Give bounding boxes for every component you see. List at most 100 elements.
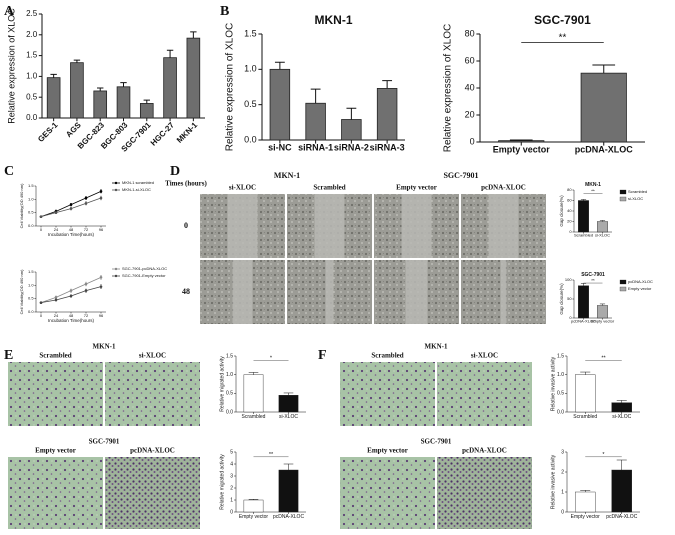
y-tick-label: 0.5	[28, 210, 34, 215]
wound-gap	[314, 194, 345, 258]
y-tick-label: 0.5	[244, 99, 257, 109]
column-label: Scrambled	[371, 352, 403, 360]
x-tick-label: pcDNA-XLOC	[575, 144, 633, 154]
y-tick-label: 1.0	[557, 372, 564, 378]
column-label: pcDNA-XLOC	[130, 447, 175, 455]
bar	[116, 86, 131, 119]
significance-label: **	[601, 355, 606, 361]
micrograph	[437, 457, 532, 529]
x-tick-label: Empty vector	[493, 144, 551, 154]
data-point	[84, 282, 88, 286]
panel-letter: F	[318, 348, 327, 363]
significance-label: **	[269, 452, 274, 458]
bar	[580, 72, 627, 143]
x-tick-label: pcDNA-XLOC	[606, 514, 638, 520]
y-tick-label: 60	[465, 55, 475, 65]
x-tick-label: Scrambled	[573, 414, 597, 420]
y-tick-label: 0.0	[28, 223, 34, 228]
bar	[163, 57, 177, 119]
micro-header: Times (hours)	[165, 180, 207, 188]
significance-label: *	[270, 355, 273, 361]
error-bar	[382, 80, 393, 89]
y-tick-label: 1	[230, 497, 233, 503]
x-tick-label: 96	[99, 313, 104, 318]
y-tick-label: 3	[230, 473, 233, 479]
y-tick-label: 1.5	[557, 353, 564, 359]
significance-label: *	[602, 452, 605, 458]
x-tick-label: si-XLOC	[279, 414, 298, 420]
y-tick-label: 20	[567, 219, 572, 224]
micrograph	[8, 362, 103, 426]
panel-letter: A	[4, 4, 15, 19]
legend-marker	[114, 267, 118, 271]
error-bar	[580, 199, 587, 201]
error-bar	[283, 463, 294, 470]
y-tick-label: 20	[465, 109, 475, 119]
y-tick-label: 60	[567, 198, 572, 203]
micrograph	[437, 362, 532, 426]
x-tick-label: Scrambled	[574, 233, 593, 238]
x-tick-label: Empty vector	[239, 514, 269, 520]
y-tick-label: 0	[569, 315, 572, 320]
bar	[611, 469, 632, 513]
data-point	[69, 203, 73, 206]
bar	[278, 469, 299, 513]
row-label: 0	[184, 221, 188, 230]
y-axis-label: Cell Viability(OD 490 nm)	[19, 269, 24, 314]
y-tick-label: 2.5	[26, 9, 38, 18]
x-tick-label: 72	[84, 227, 89, 232]
legend-marker	[114, 274, 118, 278]
bar	[376, 88, 398, 141]
bar	[269, 68, 291, 141]
x-tick-label: 24	[54, 227, 59, 232]
data-point	[99, 190, 103, 193]
y-tick-label: 0.5	[226, 391, 233, 397]
panel-letter: E	[4, 348, 13, 363]
y-tick-label: 0.0	[244, 134, 257, 144]
bar	[305, 102, 326, 141]
error-bar	[283, 392, 294, 396]
error-bar	[248, 372, 259, 375]
wound-gap	[500, 260, 507, 324]
y-tick-label: 0.0	[226, 409, 233, 415]
bar	[578, 285, 589, 319]
bar	[611, 402, 632, 413]
x-tick-label: pcDNA-XLOC	[571, 319, 596, 324]
y-tick-label: 1.0	[26, 72, 38, 81]
y-axis-label: Cell Viability(OD 490 nm)	[19, 183, 24, 228]
data-point	[99, 285, 103, 288]
significance-label: **	[559, 33, 567, 44]
bar	[93, 90, 108, 119]
column-label: Scrambled	[39, 352, 71, 360]
y-tick-label: 1.5	[28, 269, 34, 274]
error-bar	[580, 371, 591, 375]
x-tick-label: AGS	[64, 120, 83, 139]
error-bar	[616, 459, 627, 470]
legend-swatch	[619, 286, 627, 292]
bar	[597, 221, 608, 233]
error-bar	[616, 400, 627, 403]
legend-label: MKN-1-si-XLOC	[122, 187, 151, 192]
legend-marker	[114, 181, 118, 185]
y-axis-label: Relative expression of XLOC	[225, 23, 236, 151]
error-bar	[120, 82, 127, 87]
y-tick-label: 1.5	[26, 51, 38, 60]
data-point	[39, 301, 43, 304]
bar	[243, 499, 264, 513]
y-tick-label: 1.0	[226, 372, 233, 378]
column-label: Empty vector	[367, 447, 408, 455]
error-bar	[50, 73, 57, 78]
x-axis-label: Incubation Time(hours)	[48, 232, 95, 237]
x-axis-label: Incubation Time(hours)	[48, 318, 95, 323]
y-tick-label: 0.5	[28, 296, 34, 301]
group-label: MKN-1	[93, 343, 116, 351]
legend-label: pcDNA-XLOC	[628, 279, 653, 284]
y-axis-label: Relative invasive activity	[550, 454, 556, 509]
legend-swatch	[619, 196, 627, 202]
y-axis-label: Relative invasive activity	[550, 356, 556, 411]
group-label: SGC-7901	[421, 438, 452, 446]
bar	[46, 77, 61, 119]
y-tick-label: 2	[561, 469, 564, 475]
error-bar	[248, 499, 259, 500]
